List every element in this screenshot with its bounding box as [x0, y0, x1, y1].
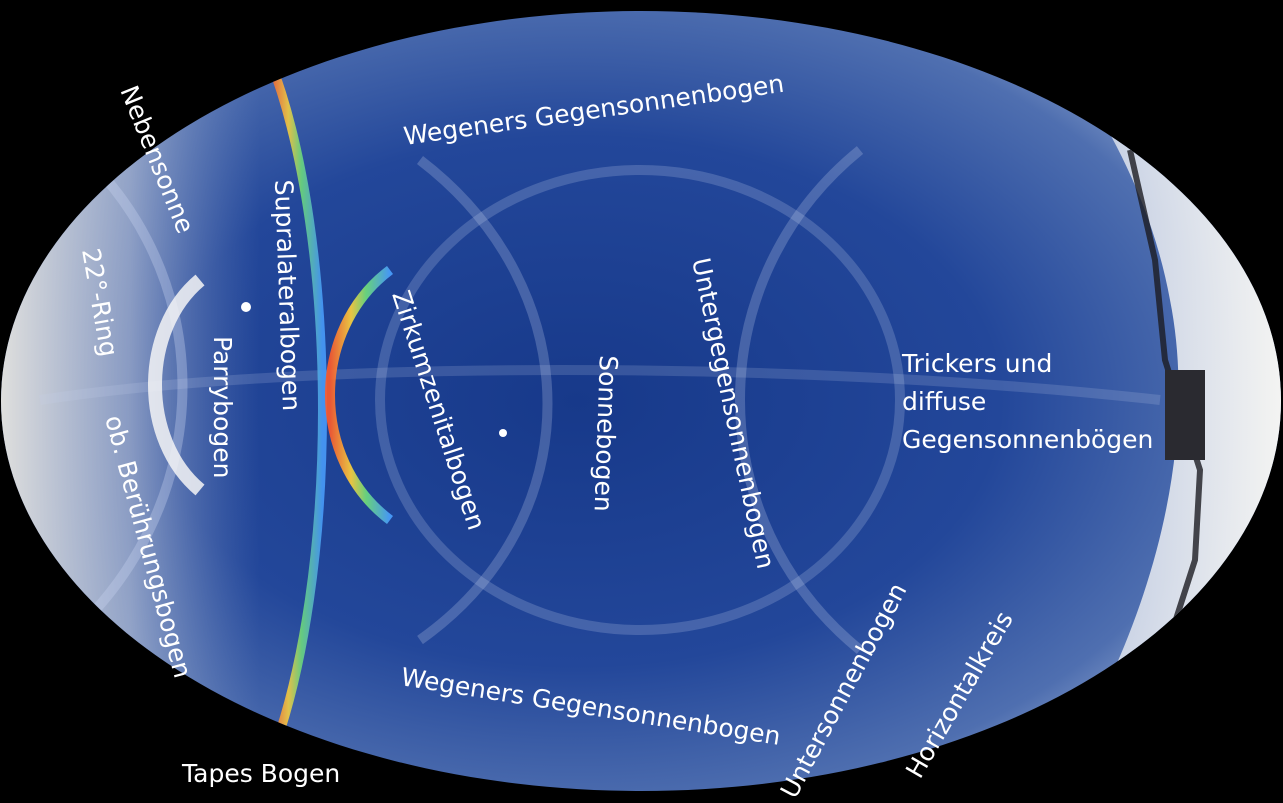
label-trickers-line2: diffuse: [902, 387, 986, 416]
zenith-dot: [499, 429, 507, 437]
zirkumzenital-arc: [325, 266, 394, 524]
label-sonnebogen: Sonnebogen: [589, 355, 623, 512]
star-dot: [241, 302, 251, 312]
parrybogen-arc: [148, 274, 205, 496]
ring22-arc: [37, 115, 188, 665]
wegener-arc: [375, 165, 905, 635]
label-parrybogen: Parrybogen: [208, 336, 237, 478]
hut: [1165, 370, 1205, 460]
supralateral-arc: [265, 58, 327, 762]
label-trickers-line3: Gegensonnenbögen: [902, 425, 1153, 454]
label-tapes-bogen: Tapes Bogen: [181, 759, 340, 788]
horizontalkreis-arc: [39, 365, 1161, 405]
sonnebogen-arc: [416, 156, 553, 645]
untergegensonnen-arc: [735, 146, 864, 654]
label-trickers-line1: Trickers und: [901, 349, 1052, 378]
